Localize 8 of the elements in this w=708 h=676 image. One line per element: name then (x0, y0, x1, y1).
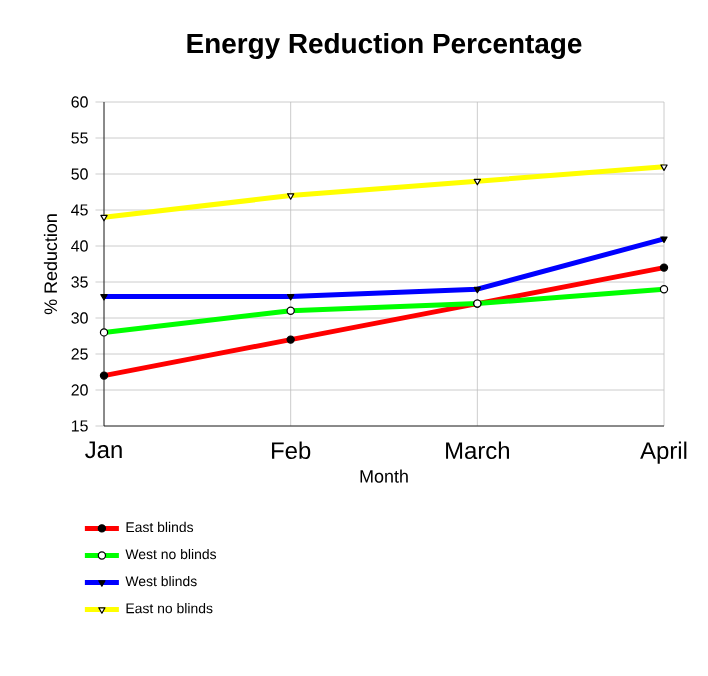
x-tick-label: Jan (85, 441, 122, 459)
x-tick-label: March (446, 441, 509, 460)
line-series (101, 164, 668, 220)
x-axis-title: Month (360, 469, 408, 483)
chart-title: Energy Reduction Percentage (187, 32, 582, 59)
x-tick-label: April (640, 441, 687, 464)
y-axis-title: % Reduction (43, 214, 58, 315)
x-tick-label: Feb (272, 441, 311, 460)
